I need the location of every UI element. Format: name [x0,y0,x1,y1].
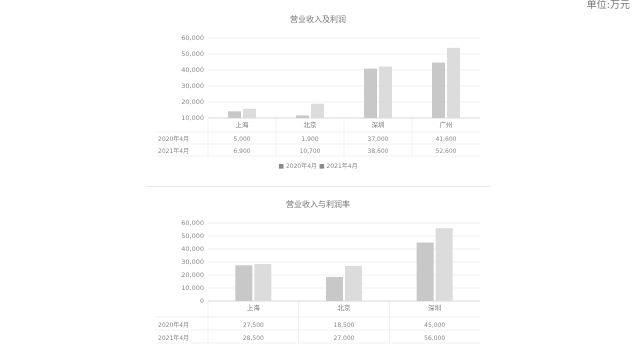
y-tick-label: 10,000 [181,114,204,122]
chart-profit-svg: 营业收入与利润率 60,000 50,000 40,000 30,000 20,000 10… [156,199,480,344]
y-tick-label: 20,000 [181,98,204,106]
category-label: 深圳 [428,303,441,312]
y-tick-label: 10,000 [181,284,204,292]
bar-1-3 [364,68,377,118]
bar-2-2 [311,103,324,118]
bar-1-2 [326,276,343,301]
y-tick-label: 30,000 [181,258,204,266]
table-cell: 37,000 [368,136,389,143]
bar-2-4 [447,47,460,118]
table-cell: 56,000 [424,335,445,342]
bar-1-2 [296,115,309,118]
category-label: 上海 [247,303,261,312]
table-cell: 41,600 [436,136,457,143]
table-row-label: 2020年4月 [158,321,189,329]
table-cell: 27,000 [334,335,355,342]
bar-2-1 [254,263,272,301]
chart-title: 营业收入与利润率 [286,199,350,209]
y-tick-label: 0 [200,297,204,305]
chart-panel-profit: 营业收入与利润率 60,000 50,000 40,000 30,000 20,000 10… [146,186,490,352]
table-cell: 5,000 [233,136,250,143]
bar-1-1 [228,111,241,118]
bar-1-4 [432,62,445,118]
y-tick-label: 60,000 [181,34,204,42]
table-cell: 52,600 [436,148,457,155]
bar-1-3 [416,242,434,301]
bar-1-1 [235,265,253,301]
y-tick-label: 50,000 [181,50,204,58]
category-label: 广州 [440,120,453,129]
y-tick-label: 40,000 [181,245,204,253]
bar-2-3 [435,228,453,301]
table-row-label: 2021年4月 [158,334,189,342]
table-cell: 10,700 [300,148,321,155]
category-label: 上海 [236,120,250,129]
bar-2-1 [243,108,256,118]
table-cell: 45,000 [424,322,445,329]
table-cell: 18,500 [334,322,355,329]
table-row-label: 2020年4月 [158,135,189,143]
table-cell: 27,500 [243,322,264,329]
unit-label: 单位:万元 [586,0,630,11]
table-cell: 1,900 [301,136,318,143]
chart-panel-sales: 营业收入及利润 60,000 50,000 40,000 30,000 20,000 10,… [146,8,490,180]
y-tick-label: 60,000 [181,219,204,227]
category-label: 北京 [304,120,318,129]
y-tick-label: 30,000 [181,82,204,90]
y-tick-label: 20,000 [181,271,204,279]
table-cell: 28,500 [243,335,264,342]
category-label: 北京 [338,303,352,312]
bar-2-2 [345,265,362,301]
table-row-label: 2021年4月 [158,147,189,155]
legend: ■ 2020年4月 ■ 2021年4月 [278,162,357,170]
chart-title: 营业收入及利润 [290,14,346,24]
y-tick-label: 50,000 [181,232,204,240]
bar-2-3 [379,66,392,118]
table-cell: 38,600 [368,148,389,155]
table-cell: 6,900 [233,148,250,155]
y-tick-label: 40,000 [181,66,204,74]
chart-sales-svg: 营业收入及利润 60,000 50,000 40,000 30,000 20,000 10,… [156,14,480,170]
category-label: 深圳 [372,120,385,129]
